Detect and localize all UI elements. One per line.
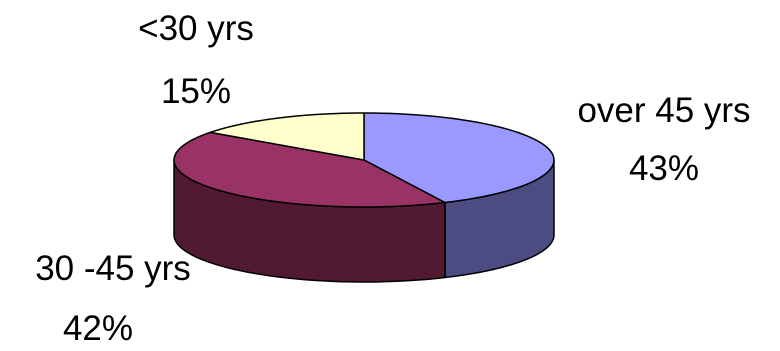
slice-label-30-45-percent: 42%: [63, 309, 133, 348]
pie-sides: [173, 159, 555, 283]
slice-label-under30-name: <30 yrs: [138, 9, 254, 48]
slice-label-30-45-name: 30 -45 yrs: [35, 249, 191, 288]
pie-tops: [173, 112, 555, 208]
slice-1-top: [173, 131, 446, 208]
slice-label-over45-name: over 45 yrs: [577, 91, 750, 130]
slice-0-top: [363, 112, 555, 204]
slice-2-top: [209, 112, 365, 161]
slice-label-under30-percent: 15%: [161, 72, 231, 111]
slice-label-over45-percent: 43%: [629, 149, 699, 188]
